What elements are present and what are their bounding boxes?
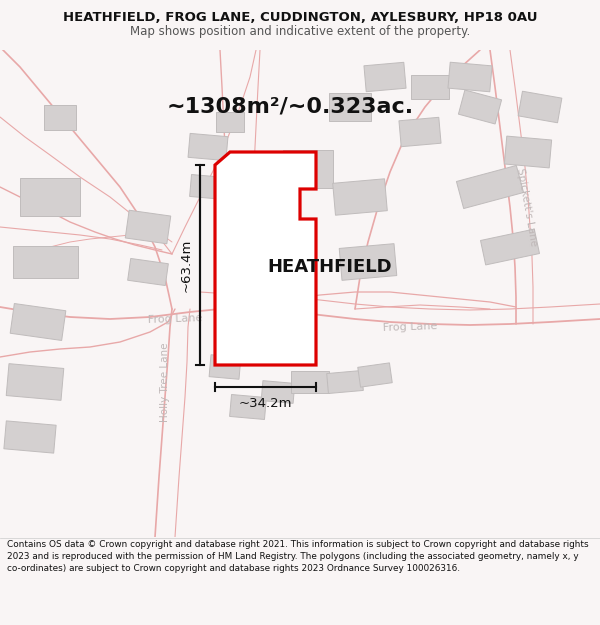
Bar xyxy=(505,136,551,168)
Bar xyxy=(458,90,502,124)
Text: HEATHFIELD: HEATHFIELD xyxy=(268,258,392,276)
Text: Frog Lane: Frog Lane xyxy=(148,313,202,325)
Bar xyxy=(20,178,80,216)
Bar xyxy=(339,244,397,281)
Text: Holly Tree Lane: Holly Tree Lane xyxy=(160,342,170,422)
Bar xyxy=(128,259,169,286)
Text: ~1308m²/~0.323ac.: ~1308m²/~0.323ac. xyxy=(166,97,413,117)
Text: ~63.4m: ~63.4m xyxy=(180,238,193,292)
Bar xyxy=(481,229,539,265)
Bar xyxy=(261,381,295,403)
Bar xyxy=(4,421,56,453)
Bar xyxy=(326,371,364,394)
Bar xyxy=(333,179,387,215)
Text: HEATHFIELD, FROG LANE, CUDDINGTON, AYLESBURY, HP18 0AU: HEATHFIELD, FROG LANE, CUDDINGTON, AYLES… xyxy=(63,11,537,24)
Text: ~34.2m: ~34.2m xyxy=(239,397,292,410)
Bar xyxy=(364,62,406,92)
Bar xyxy=(329,93,371,121)
Bar xyxy=(13,246,77,278)
Bar xyxy=(291,371,329,393)
Bar xyxy=(518,91,562,123)
Bar xyxy=(230,394,266,419)
Text: Contains OS data © Crown copyright and database right 2021. This information is : Contains OS data © Crown copyright and d… xyxy=(7,539,589,573)
Bar xyxy=(209,355,241,379)
Bar xyxy=(457,166,524,209)
Bar xyxy=(10,304,66,341)
Bar xyxy=(411,75,449,99)
Bar xyxy=(448,62,492,92)
Bar xyxy=(399,118,441,147)
Text: Frog Lane: Frog Lane xyxy=(383,321,437,333)
Text: Map shows position and indicative extent of the property.: Map shows position and indicative extent… xyxy=(130,24,470,38)
Bar xyxy=(190,174,226,199)
Bar xyxy=(44,104,76,129)
Bar xyxy=(283,150,333,188)
Polygon shape xyxy=(215,152,316,365)
Bar xyxy=(216,112,244,132)
Bar xyxy=(188,133,228,161)
Text: Spickett's Lane: Spickett's Lane xyxy=(515,167,539,247)
Bar xyxy=(6,364,64,401)
Bar xyxy=(125,210,171,244)
Bar xyxy=(358,363,392,387)
